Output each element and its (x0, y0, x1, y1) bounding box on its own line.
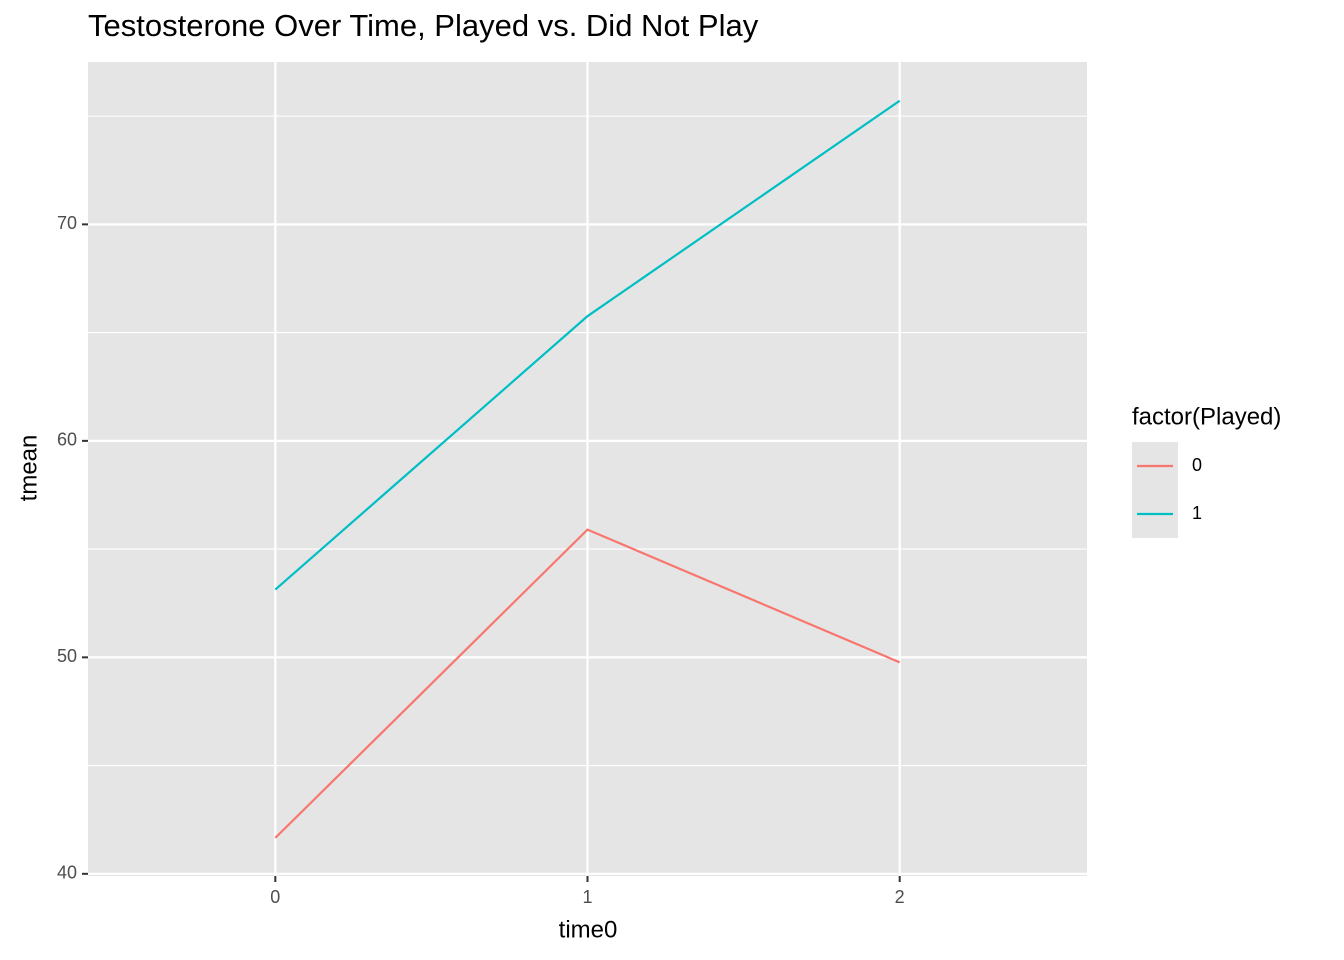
x-axis-label: time0 (559, 916, 618, 943)
x-tick-label: 0 (270, 887, 280, 907)
y-tick-label: 60 (57, 430, 77, 450)
series-line (274, 528, 901, 839)
chart-title: Testosterone Over Time, Played vs. Did N… (88, 8, 759, 43)
series-line (274, 99, 901, 591)
y-tick-label: 70 (57, 213, 77, 233)
x-tick-label: 2 (895, 887, 905, 907)
legend-label: 1 (1192, 503, 1202, 523)
y-tick-label: 50 (57, 646, 77, 666)
legend-title: factor(Played) (1132, 403, 1281, 430)
x-tick-label: 1 (582, 887, 592, 907)
y-tick-label: 40 (57, 863, 77, 883)
legend-label: 0 (1192, 455, 1202, 475)
y-axis-label: tmean (15, 435, 42, 502)
